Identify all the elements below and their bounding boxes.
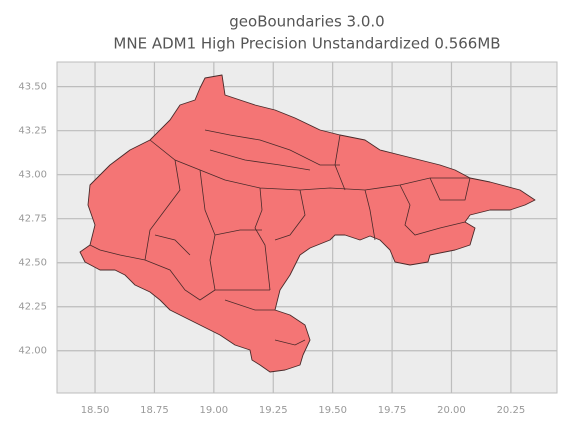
map-regions (79, 74, 536, 373)
x-tick-label: 20.00 (437, 405, 466, 416)
y-tick-label: 42.50 (18, 258, 47, 269)
y-tick-label: 43.50 (18, 82, 47, 93)
tick-labels: 18.50 18.75 19.00 19.25 19.50 19.75 20.00 20.25… (18, 82, 525, 416)
y-tick-label: 43.25 (18, 126, 47, 137)
x-tick-label: 19.50 (318, 405, 347, 416)
chart-title: geoBoundaries 3.0.0 (229, 13, 384, 31)
x-tick-label: 20.25 (497, 405, 526, 416)
y-tick-label: 42.00 (18, 346, 47, 357)
x-tick-label: 19.00 (200, 405, 229, 416)
x-tick-label: 19.25 (259, 405, 288, 416)
chart-subtitle: MNE ADM1 High Precision Unstandardized 0… (113, 35, 500, 53)
y-tick-label: 43.00 (18, 170, 47, 181)
country-outline (79, 74, 536, 373)
x-tick-label: 18.75 (140, 405, 169, 416)
region-borders (89, 129, 471, 346)
x-tick-label: 18.50 (81, 405, 110, 416)
y-tick-label: 42.25 (18, 302, 47, 313)
y-tick-label: 42.75 (18, 214, 47, 225)
x-tick-label: 19.75 (378, 405, 407, 416)
